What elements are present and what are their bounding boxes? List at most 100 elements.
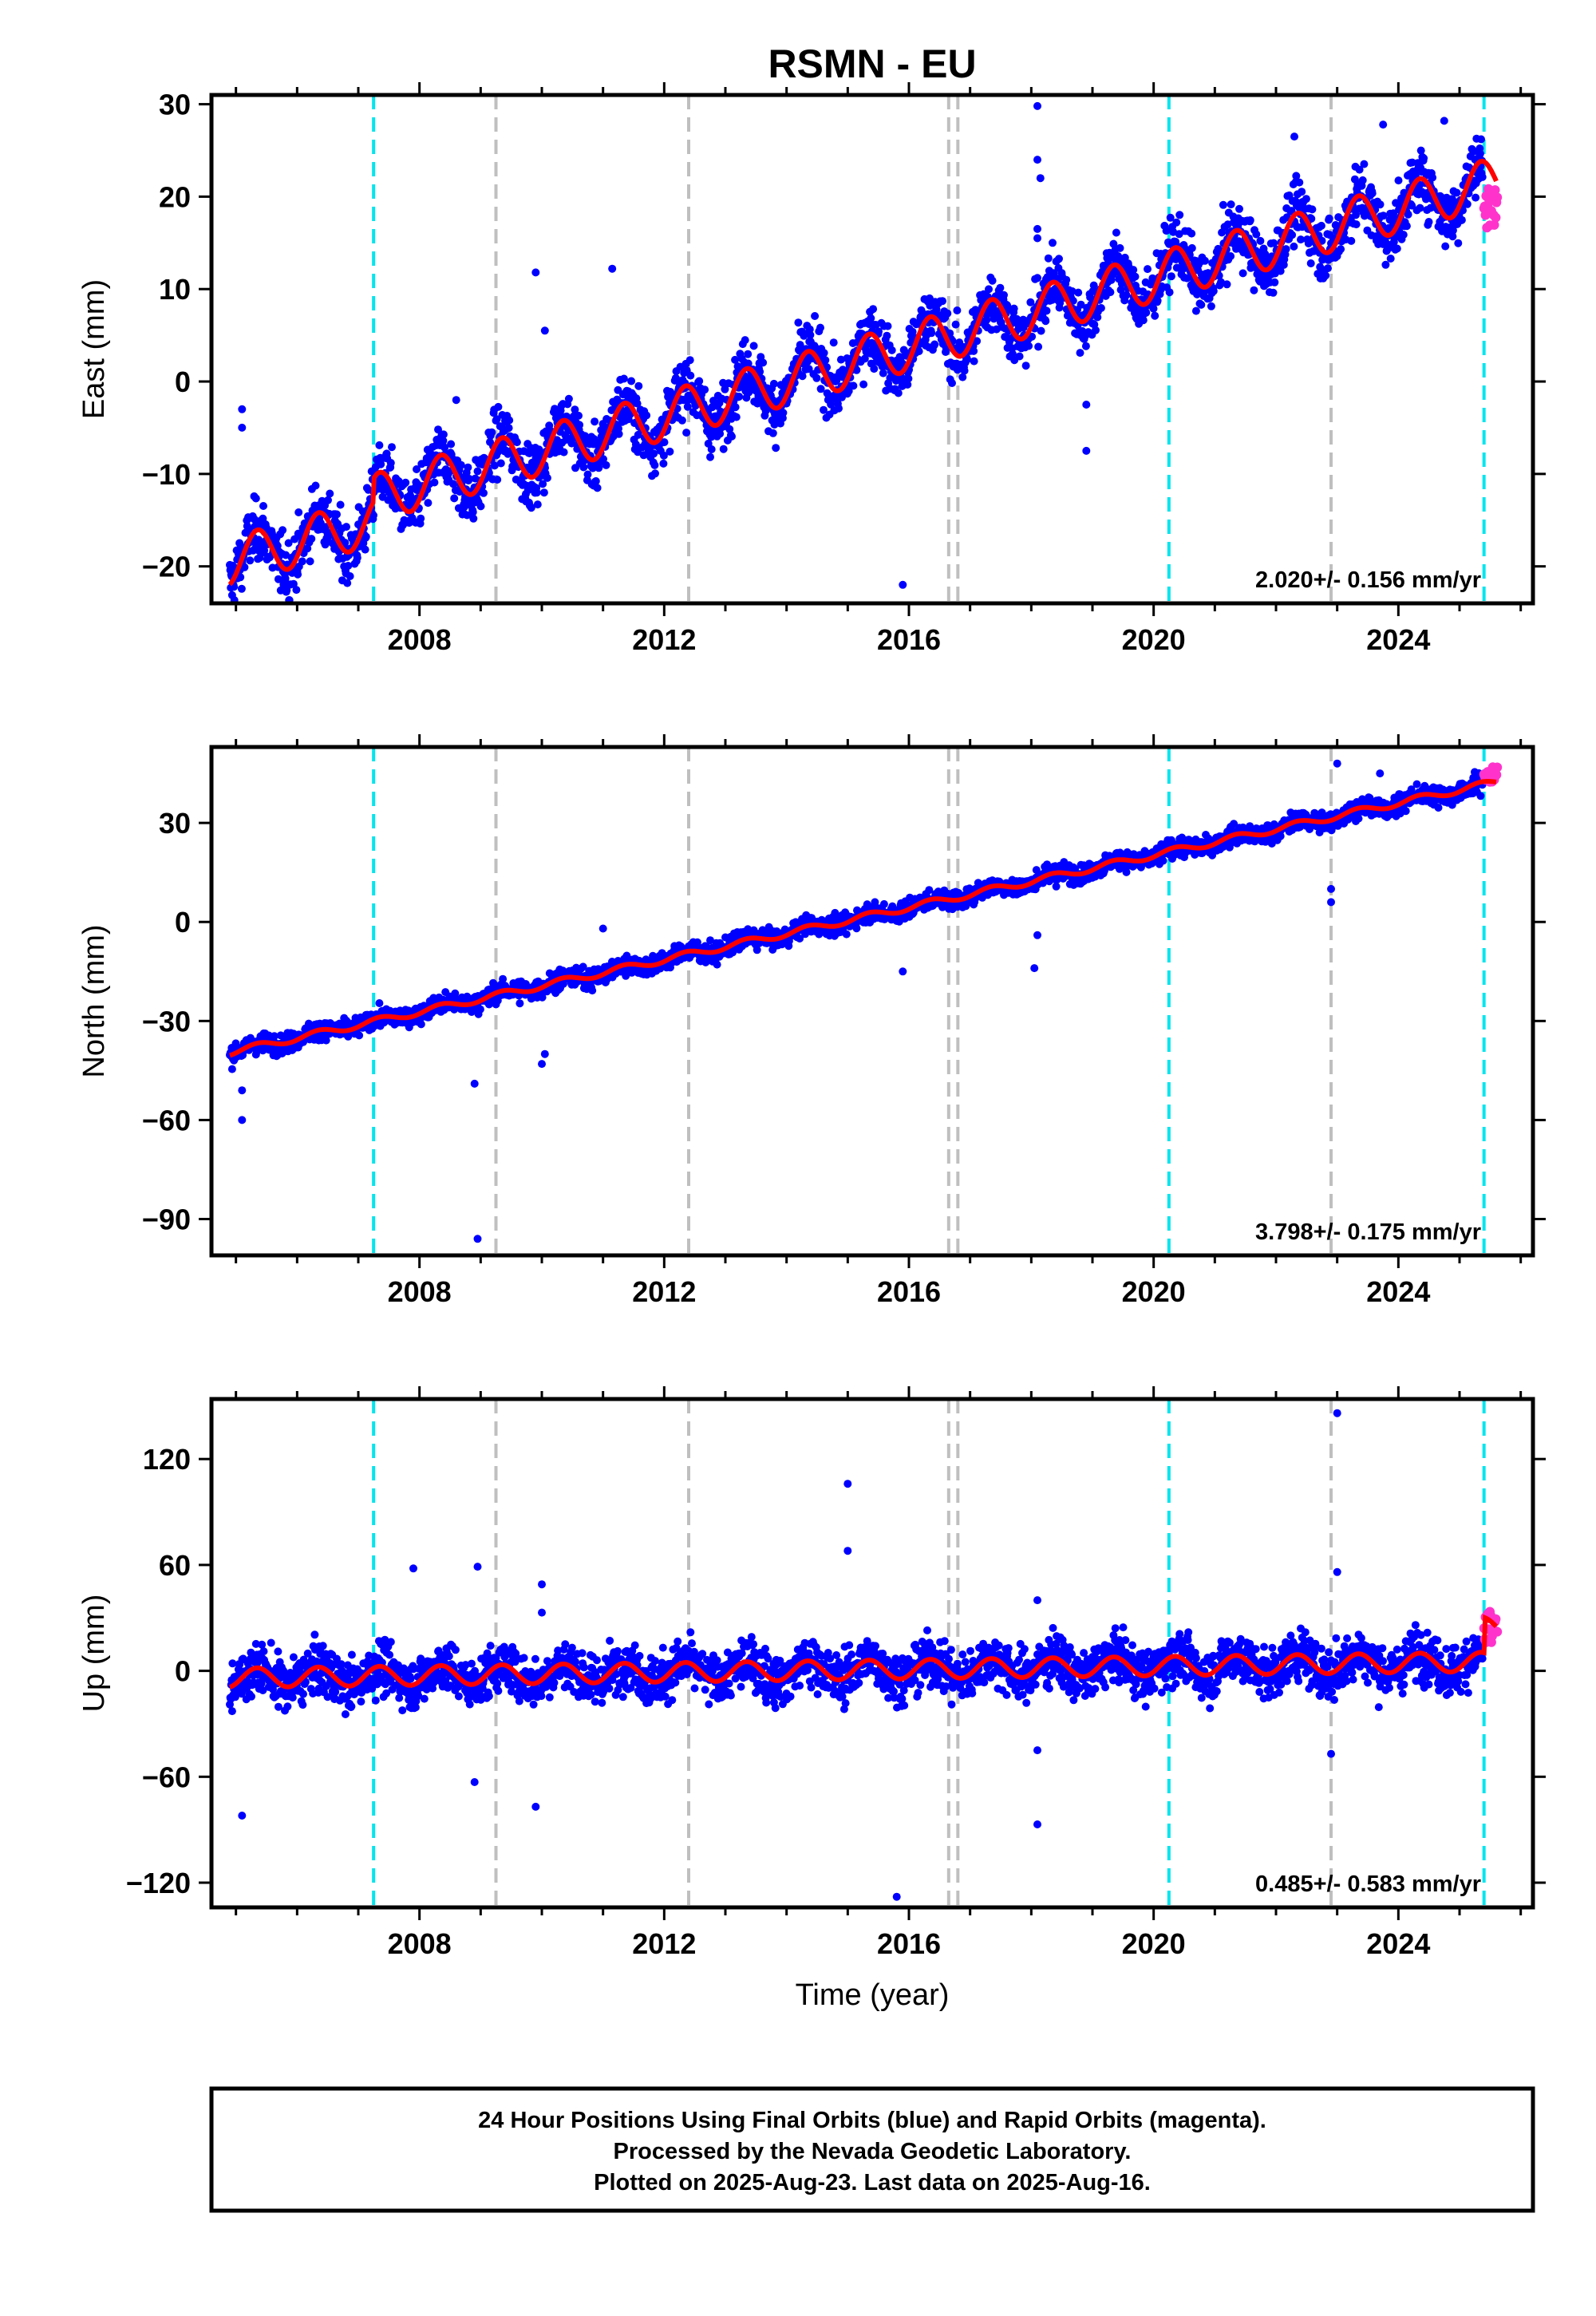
final-orbit-point <box>894 389 903 397</box>
final-orbit-point <box>1352 220 1361 229</box>
final-orbit-point <box>883 331 891 340</box>
final-orbit-point <box>996 283 1005 292</box>
final-orbit-point <box>1096 304 1105 312</box>
final-orbit-point <box>1076 349 1084 358</box>
final-orbit-point <box>682 429 691 437</box>
final-orbit-point <box>490 461 499 470</box>
x-tick-label: 2016 <box>877 623 941 656</box>
final-orbit-point <box>386 459 395 467</box>
final-orbit-point <box>1454 239 1463 247</box>
final-orbit-point <box>591 417 599 426</box>
final-orbit-point <box>480 488 488 497</box>
final-orbit-point <box>559 448 568 456</box>
final-orbit-point <box>1256 236 1265 245</box>
final-orbit-point <box>1376 200 1385 209</box>
final-orbit-point <box>512 438 521 447</box>
final-orbit-point <box>591 476 600 485</box>
final-orbit-point <box>1235 204 1243 213</box>
final-orbit-point <box>303 544 312 553</box>
final-orbit-point <box>439 430 448 439</box>
final-orbit-point <box>593 484 602 492</box>
y-tick-label: 30 <box>159 89 191 121</box>
final-orbit-point <box>1337 245 1345 254</box>
final-orbit-point <box>1033 234 1041 243</box>
final-orbit-point <box>417 1020 425 1029</box>
final-orbit-point <box>255 554 264 562</box>
final-orbit-point <box>599 455 607 464</box>
final-orbit-point <box>450 494 459 503</box>
final-orbit-point <box>1187 243 1196 252</box>
final-orbit-point <box>417 514 425 523</box>
final-orbit-point <box>1223 280 1231 289</box>
final-orbit-point <box>650 449 658 458</box>
final-orbit-point <box>1055 255 1063 263</box>
final-orbit-point <box>388 443 396 452</box>
final-orbit-point <box>1116 243 1124 252</box>
final-orbit-point <box>1092 326 1100 334</box>
final-orbit-point <box>238 423 247 432</box>
final-orbit-point <box>970 346 978 355</box>
final-orbit-point <box>970 357 978 366</box>
final-orbit-point <box>326 489 334 498</box>
final-orbit-point <box>1049 239 1057 247</box>
x-tick-label: 2008 <box>388 623 452 656</box>
final-orbit-point <box>626 410 634 419</box>
final-orbit-point <box>1033 101 1041 110</box>
final-orbit-point <box>1452 188 1461 197</box>
final-orbit-point <box>1037 326 1045 335</box>
final-orbit-point <box>575 421 584 429</box>
final-orbit-point <box>695 377 704 385</box>
final-orbit-point <box>1033 224 1041 233</box>
final-orbit-point <box>307 535 316 543</box>
final-orbit-point <box>1167 272 1175 281</box>
final-orbit-point <box>1209 287 1218 295</box>
final-orbit-point <box>1478 172 1487 181</box>
final-orbit-point <box>1424 218 1433 226</box>
final-orbit-point <box>449 480 457 488</box>
final-orbit-point <box>835 404 843 413</box>
final-orbit-point <box>713 960 721 969</box>
final-orbit-point <box>768 429 777 437</box>
final-orbit-point <box>361 545 369 554</box>
final-orbit-point <box>401 478 410 487</box>
final-orbit-point <box>1036 174 1045 183</box>
final-orbit-point <box>666 447 674 456</box>
final-orbit-point <box>492 415 501 424</box>
final-orbit-point <box>1159 856 1167 865</box>
final-orbit-point <box>619 374 628 383</box>
final-orbit-point <box>820 349 828 358</box>
x-tick-label: 2020 <box>1122 623 1186 656</box>
final-orbit-point <box>1269 288 1278 297</box>
final-orbit-point <box>1288 231 1297 239</box>
final-orbit-point <box>985 285 993 294</box>
final-orbit-point <box>1227 200 1235 209</box>
final-orbit-point <box>735 393 744 401</box>
final-orbit-point <box>504 424 513 433</box>
final-orbit-point <box>564 394 573 403</box>
y-tick-label: −20 <box>142 551 191 583</box>
final-orbit-point <box>1295 178 1304 187</box>
final-orbit-point <box>842 930 851 939</box>
final-orbit-point <box>821 356 830 365</box>
final-orbit-point <box>344 562 353 570</box>
final-orbit-point <box>812 373 821 382</box>
final-orbit-point <box>1463 200 1472 208</box>
final-orbit-point <box>707 445 716 453</box>
final-orbit-point <box>816 323 824 332</box>
chart-title: RSMN - EU <box>768 41 976 86</box>
final-orbit-point <box>488 428 496 437</box>
final-orbit-point <box>1360 160 1369 168</box>
final-orbit-point <box>289 579 298 588</box>
final-orbit-point <box>1250 286 1258 294</box>
final-orbit-point <box>551 405 559 413</box>
final-orbit-point <box>1106 288 1115 297</box>
final-orbit-point <box>883 322 892 330</box>
final-orbit-point <box>251 494 260 503</box>
final-orbit-point <box>988 276 997 285</box>
final-orbit-point <box>948 379 956 387</box>
final-orbit-point <box>1416 204 1424 212</box>
final-orbit-point <box>540 326 549 335</box>
